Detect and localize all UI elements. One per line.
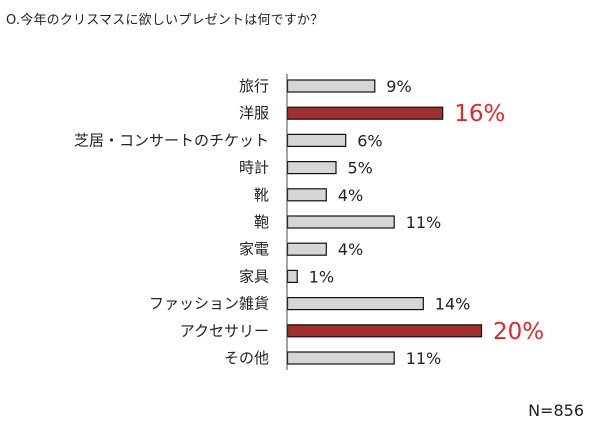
category-label: アクセサリー [180, 322, 269, 340]
category-label: 家具 [239, 267, 269, 285]
category-label: 旅行 [239, 77, 269, 95]
bar [286, 324, 483, 338]
category-label: 洋服 [239, 104, 269, 122]
value-label: 5% [348, 159, 373, 178]
value-label: 1% [309, 267, 334, 286]
category-label: 鞄 [254, 213, 269, 231]
bar [286, 79, 376, 93]
category-label: ファッション雑貨 [149, 295, 269, 313]
value-label: 4% [338, 240, 363, 259]
bar [286, 188, 327, 202]
value-label: 16% [454, 101, 505, 127]
value-label: 14% [435, 295, 471, 314]
category-label: その他 [224, 349, 269, 367]
bar [286, 269, 298, 283]
value-label: 20% [493, 319, 544, 345]
value-label: 9% [386, 77, 411, 96]
category-label: 家電 [239, 240, 269, 258]
sample-size-note: N=856 [528, 401, 584, 420]
chart-title: O.今年のクリスマスに欲しいプレゼントは何ですか？ [6, 13, 324, 28]
bar [286, 133, 347, 147]
bar [286, 215, 395, 229]
category-label: 靴 [254, 186, 269, 204]
bar [286, 351, 395, 365]
category-label: 時計 [239, 159, 269, 177]
bar [286, 161, 337, 175]
value-label: 11% [406, 349, 442, 368]
bar [286, 242, 327, 256]
value-label: 11% [406, 213, 442, 232]
value-label: 4% [338, 186, 363, 205]
category-label: 芝居・コンサートのチケット [74, 131, 269, 149]
value-label: 6% [357, 131, 382, 150]
bar [286, 297, 424, 311]
bar [286, 106, 444, 120]
